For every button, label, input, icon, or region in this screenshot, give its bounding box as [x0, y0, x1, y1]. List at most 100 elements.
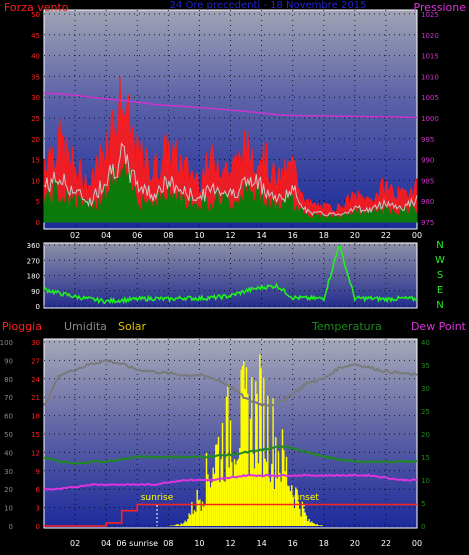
x-tick-label: 08 — [163, 539, 173, 548]
rain-tick: 6 — [36, 486, 41, 494]
sunrise-text: sunrise — [141, 493, 174, 503]
humidity-tick: 30 — [4, 468, 13, 476]
humidity-tick: 40 — [4, 449, 13, 457]
wind-tick: 50 — [31, 11, 40, 19]
humidity-tick: 100 — [0, 339, 13, 347]
humidity-tick: 0 — [9, 523, 13, 531]
x-tick-label: 10 — [194, 231, 204, 240]
temperature-tick: 35 — [421, 362, 430, 370]
humidity-tick: 90 — [4, 357, 13, 365]
temperature-tick: 15 — [421, 454, 430, 462]
x-tick-label: 12 — [225, 539, 235, 548]
temperature-tick: 5 — [421, 500, 425, 508]
direction-tick: 90 — [31, 288, 40, 296]
wind-tick: 15 — [31, 157, 40, 165]
rain-tick: 21 — [31, 394, 40, 402]
mid-series — [43, 245, 418, 305]
bottom-series — [43, 354, 418, 527]
humidity-tick: 10 — [4, 505, 13, 513]
x-tick-label: 04 — [101, 539, 111, 548]
wind-tick: 0 — [36, 219, 40, 227]
pressure-tick: 1015 — [421, 53, 439, 61]
dewpoint-label: Dew Point — [411, 320, 467, 333]
pressure-tick: 990 — [421, 157, 434, 165]
wind-label: Forza vento — [4, 1, 69, 14]
wind-tick: 35 — [31, 73, 40, 81]
temperature-tick: 40 — [421, 339, 430, 347]
rain-tick: 30 — [31, 339, 40, 347]
pressure-tick: 995 — [421, 136, 434, 144]
x-tick-label: 20 — [350, 231, 360, 240]
direction-tick: 360 — [27, 242, 40, 250]
compass-letter: N — [436, 300, 443, 311]
pressure-label: Pressione — [414, 1, 467, 14]
wind-tick: 10 — [31, 177, 40, 185]
wind-tick: 20 — [31, 136, 40, 144]
x-tick-label: 00 — [412, 539, 422, 548]
direction-tick: 180 — [27, 273, 40, 281]
x-tick-label: 16 — [288, 231, 298, 240]
x-tick-label: 22 — [381, 539, 391, 548]
pressure-tick: 985 — [421, 177, 434, 185]
top-series — [43, 76, 418, 223]
pressure-series — [43, 92, 418, 119]
x-tick-label: 06 — [132, 231, 142, 240]
x-tick-label: 12 — [225, 231, 235, 240]
temperature-tick: 20 — [421, 431, 430, 439]
compass-letter: E — [437, 285, 443, 296]
wind-direction-series — [43, 245, 418, 305]
x-tick-label: 18 — [319, 539, 329, 548]
temperature-tick: 30 — [421, 385, 430, 393]
x-tick-label: 04 — [101, 231, 111, 240]
direction-tick: 270 — [27, 257, 40, 265]
humidity-axis-ticks: 0 10 20 30 40 50 60 70 80 90 100 — [0, 339, 13, 531]
wind-tick: 45 — [31, 32, 40, 40]
rain-tick: 18 — [31, 413, 40, 421]
rain-tick: 15 — [31, 431, 40, 439]
rain-tick: 9 — [36, 468, 40, 476]
humidity-tick: 70 — [4, 394, 13, 402]
humidity-tick: 20 — [4, 486, 13, 494]
x-tick-label: 14 — [256, 231, 266, 240]
rain-tick: 27 — [31, 357, 40, 365]
rain-axis-ticks: 0 3 6 9 12 15 18 21 24 27 30 — [31, 339, 40, 531]
wind-tick: 30 — [31, 94, 40, 102]
x-tick-label: 02 — [70, 539, 80, 548]
rain-label: Pioggia — [2, 320, 42, 333]
x-tick-label: 06 sunrise — [116, 539, 158, 548]
rain-tick: 3 — [36, 505, 40, 513]
pressure-axis-ticks: 975 980 985 990 995 1000 1005 1010 1015 1020 1025 — [421, 11, 439, 227]
direction-tick: 0 — [36, 303, 40, 311]
humidity-series — [43, 359, 418, 408]
direction-axis-ticks: 0 90 180 270 360 — [27, 242, 40, 311]
mid-grid — [44, 243, 417, 308]
pressure-tick: 1005 — [421, 94, 439, 102]
temperature-axis-ticks: 0 5 10 15 20 25 30 35 40 — [421, 339, 430, 531]
x-tick-label: 22 — [381, 231, 391, 240]
x-tick-label: 10 — [194, 539, 204, 548]
pressure-tick: 975 — [421, 219, 434, 227]
wind-tick: 25 — [31, 115, 40, 123]
pressure-tick: 1025 — [421, 11, 439, 19]
temperature-series — [43, 445, 418, 465]
rain-tick: 12 — [31, 449, 40, 457]
pressure-tick: 980 — [421, 198, 434, 206]
wind-gust-series — [43, 76, 418, 223]
bottom-grid — [44, 339, 417, 528]
wind-tick: 40 — [31, 53, 40, 61]
temperature-tick: 0 — [421, 523, 425, 531]
compass-letter: N — [436, 240, 443, 251]
compass-letter: W — [435, 255, 445, 266]
humidity-label: Umidita — [64, 320, 107, 333]
humidity-tick: 80 — [4, 376, 13, 384]
temperature-label: Temperatura — [311, 320, 382, 333]
x-tick-label: 00 — [412, 231, 422, 240]
pressure-tick: 1000 — [421, 115, 439, 123]
x-tick-label: 18 — [319, 231, 329, 240]
x-tick-label: 20 — [350, 539, 360, 548]
top-x-ticks: 02 04 06 08 10 12 14 16 18 20 22 00 — [70, 231, 422, 240]
chart-title: 24 Ore precedenti - 18 Novembre 2015 — [170, 0, 367, 11]
wind-tick: 5 — [36, 198, 40, 206]
solar-label: Solar — [118, 320, 147, 333]
